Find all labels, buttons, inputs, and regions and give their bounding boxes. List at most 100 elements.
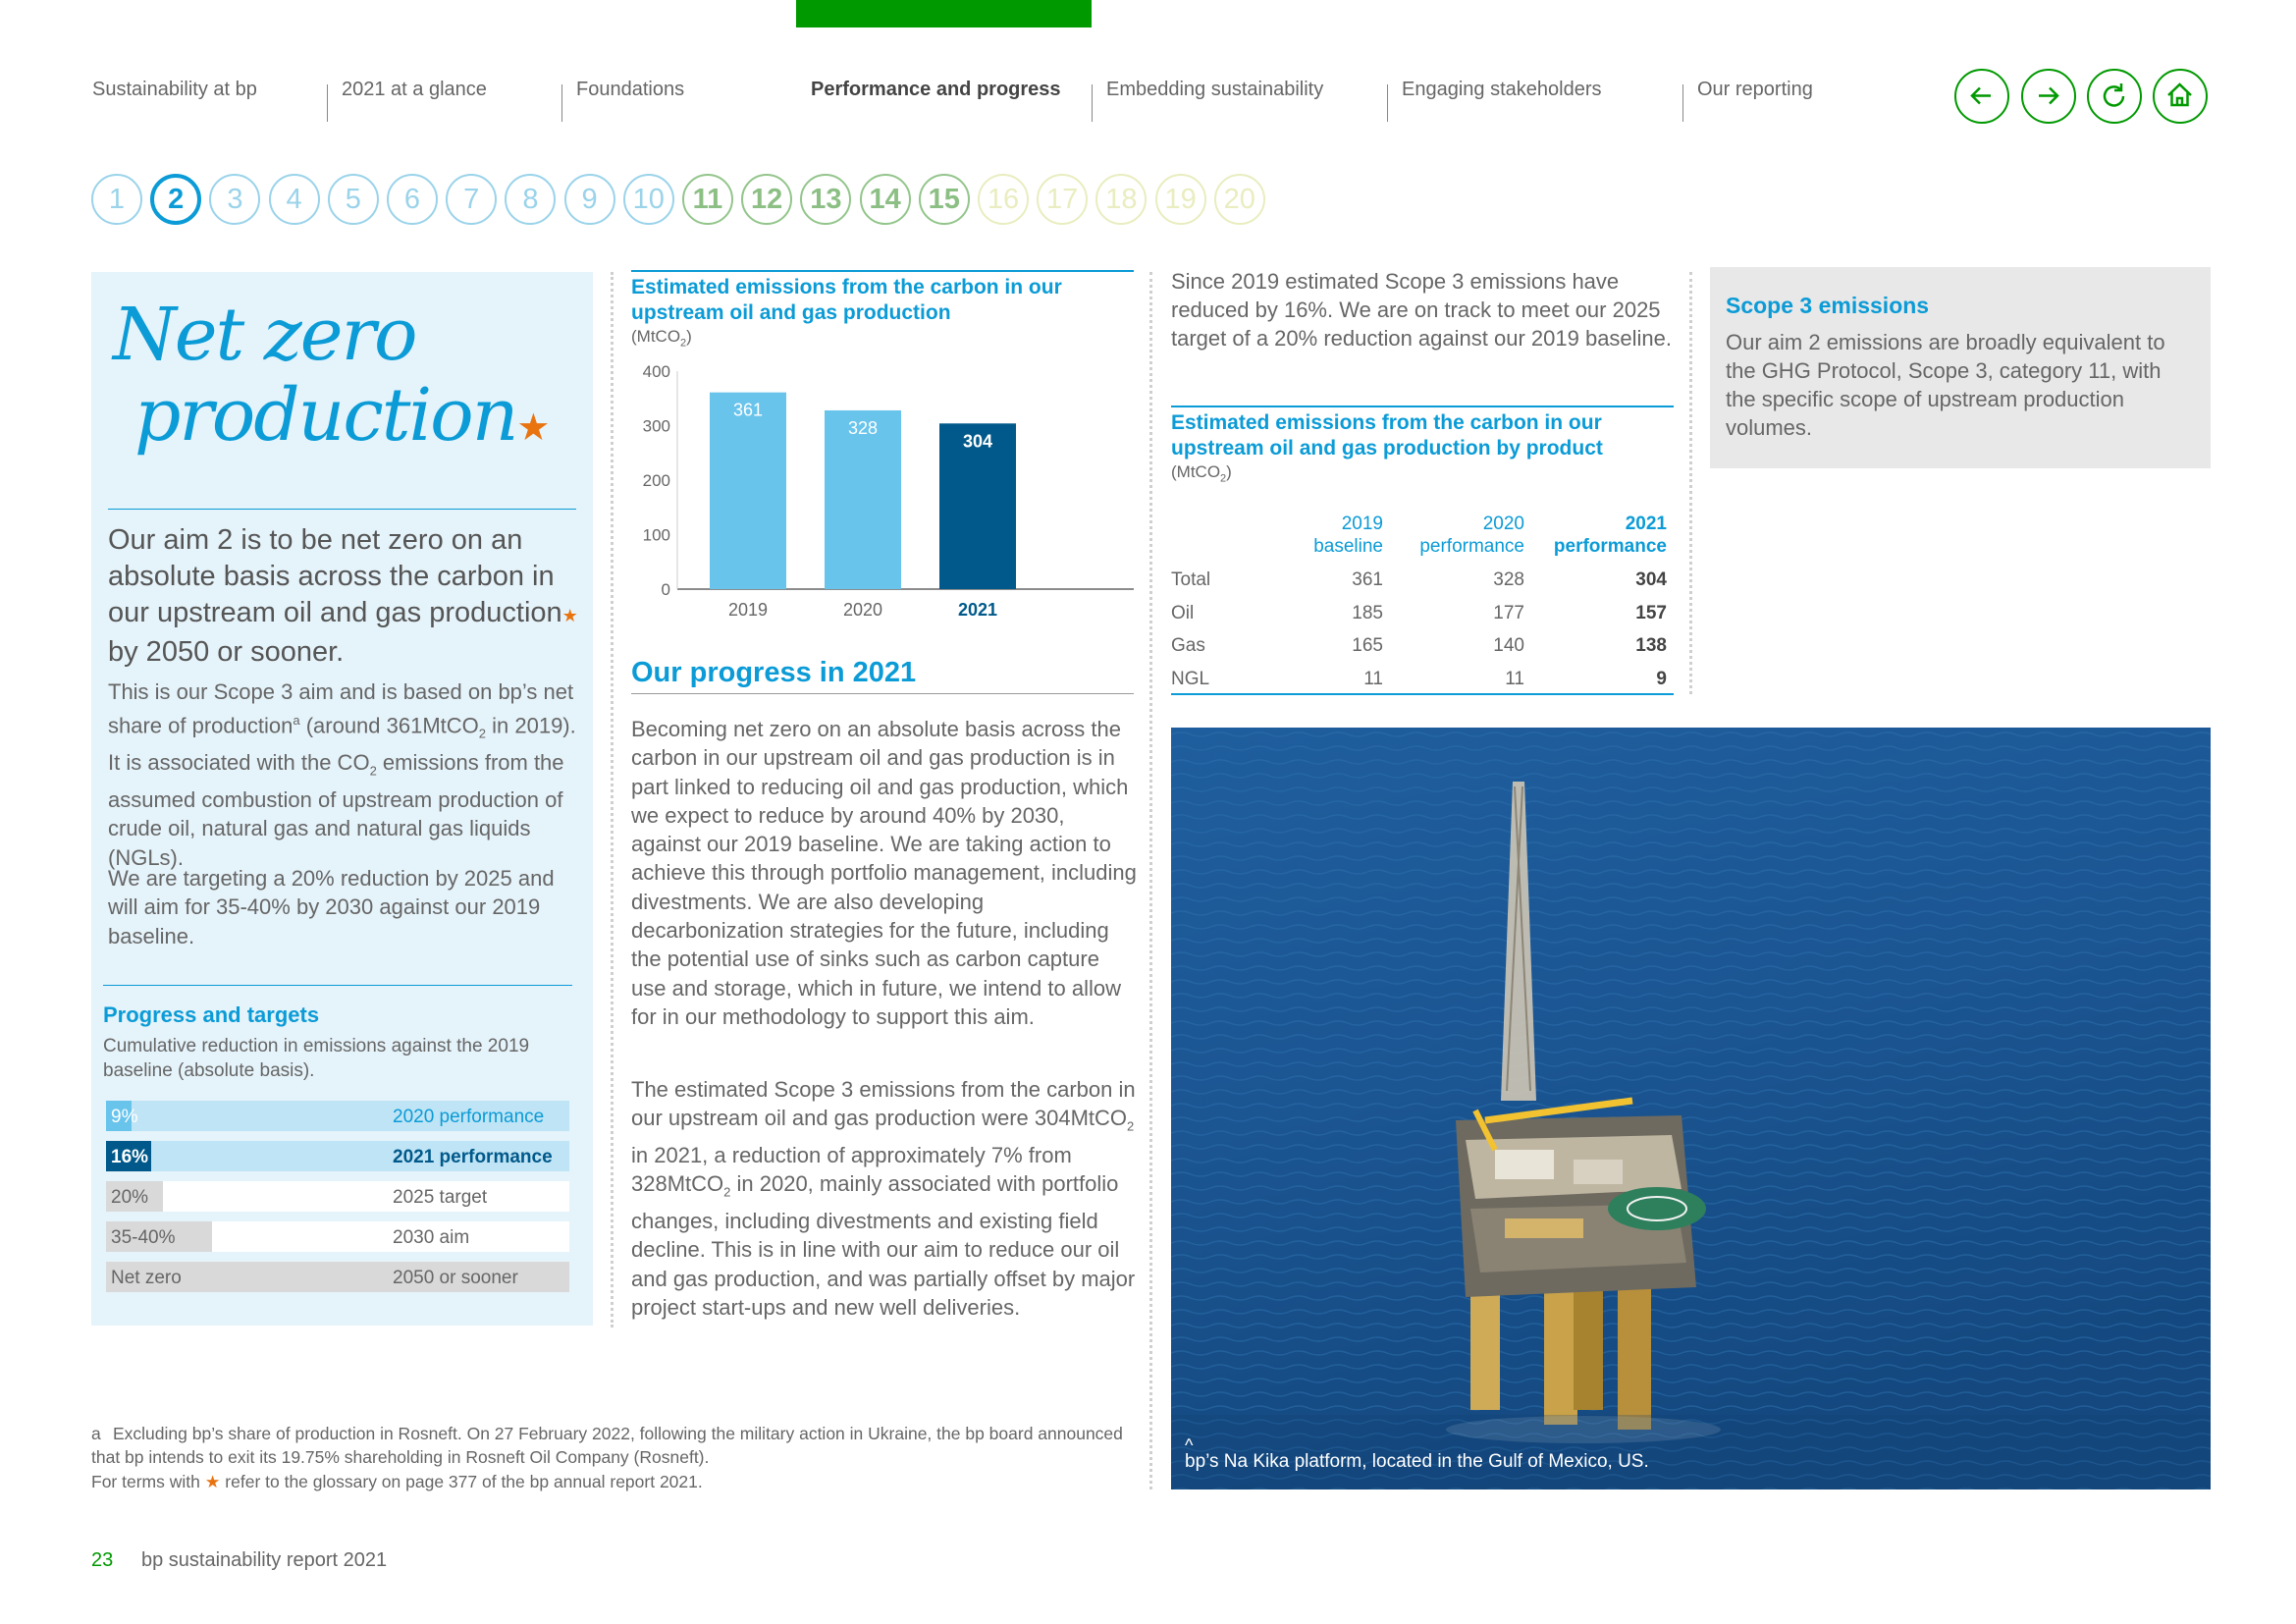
glossary-star-icon: ★: [561, 606, 578, 625]
table-column-header: 2021 performance: [1553, 514, 1667, 557]
top-accent-bar: [796, 0, 1092, 27]
table-cell: 165: [1352, 635, 1383, 656]
box-text: Our aim 2 emissions are broadly equivale…: [1726, 330, 2165, 440]
progress-bar-track: 20%: [106, 1181, 389, 1212]
caption-caret-icon: ^: [1185, 1435, 1194, 1455]
return-button[interactable]: [2087, 69, 2142, 124]
goal-18-button[interactable]: 18: [1095, 174, 1148, 225]
table-cell: 11: [1505, 669, 1524, 689]
forward-button[interactable]: [2021, 69, 2076, 124]
nav-foundations[interactable]: Foundations: [576, 79, 685, 100]
y-tick-label: 0: [662, 580, 670, 599]
progress-paragraph-2: The estimated Scope 3 emissions from the…: [631, 1077, 1136, 1320]
bar-2019: [710, 392, 786, 589]
progress-heading: Our progress in 2021: [631, 657, 917, 688]
progress-bar-track: 9%: [106, 1101, 389, 1131]
y-tick-label: 100: [643, 526, 670, 545]
scope3-definition-box: Scope 3 emissions Our aim 2 emissions ar…: [1710, 267, 2211, 468]
goal-12-button[interactable]: 12: [741, 174, 793, 225]
table-cell: 157: [1635, 603, 1667, 623]
goal-15-button[interactable]: 15: [918, 174, 970, 225]
progress-row: Net zero 2050 or sooner: [106, 1262, 569, 1292]
goal-13-button[interactable]: 13: [800, 174, 852, 225]
progress-label: 2030 aim: [389, 1221, 569, 1252]
y-tick-label: 200: [643, 471, 670, 490]
goal-10-button[interactable]: 10: [622, 174, 674, 225]
nav-sustainability-at-bp[interactable]: Sustainability at bp: [92, 79, 257, 100]
goal-4-button[interactable]: 4: [268, 174, 320, 225]
scope3-basis-paragraph: This is our Scope 3 aim and is based on …: [108, 679, 576, 870]
progress-row: 16% 2021 performance: [106, 1141, 569, 1171]
aim-lead-main: Our aim 2 is to be net zero on an absolu…: [108, 524, 562, 628]
nav-our-reporting[interactable]: Our reporting: [1697, 79, 1813, 100]
nav-2021-at-a-glance[interactable]: 2021 at a glance: [342, 79, 487, 100]
progress-bar-track: Net zero: [106, 1262, 389, 1292]
progress-value: Net zero: [111, 1268, 182, 1288]
x-tick-label: 2020: [843, 600, 882, 620]
table-column-header: 2019 baseline: [1313, 514, 1383, 557]
nav-performance-and-progress[interactable]: Performance and progress: [811, 79, 1061, 100]
progress-row: 20% 2025 target: [106, 1181, 569, 1212]
table-row-label: NGL: [1171, 669, 1210, 689]
progress-value: 20%: [111, 1187, 149, 1208]
column-separator: [611, 272, 614, 1327]
goal-17-button[interactable]: 17: [1037, 174, 1089, 225]
emissions-bar-chart: 400 300 200 100 0 361 2019 328 2020 304 2021: [643, 362, 1134, 620]
goal-5-button[interactable]: 5: [327, 174, 379, 225]
targets-paragraph: We are targeting a 20% reduction by 2025…: [108, 866, 555, 948]
progress-label: 2025 target: [389, 1181, 569, 1212]
arrow-right-icon: [2039, 86, 2059, 105]
title-line-1: Net zero: [113, 293, 418, 377]
bar-2020: [825, 409, 901, 589]
progress-label: 2050 or sooner: [389, 1262, 569, 1292]
nav-separator: [561, 84, 562, 122]
progress-label: 2021 performance: [389, 1141, 569, 1171]
table-column-header: 2020 performance: [1419, 514, 1524, 557]
nav-embedding-sustainability[interactable]: Embedding sustainability: [1106, 79, 1324, 100]
footnote-a: a Excluding bp’s share of production in R…: [91, 1422, 1137, 1469]
progress-bar-track: 35-40%: [106, 1221, 389, 1252]
nav-engaging-stakeholders[interactable]: Engaging stakeholders: [1402, 79, 1602, 100]
nav-separator: [1092, 84, 1093, 122]
box-title: Scope 3 emissions: [1726, 293, 1930, 318]
bar-value-label: 328: [848, 418, 878, 438]
table-cell: 11: [1363, 669, 1383, 689]
table-cell: 304: [1635, 569, 1667, 590]
page-title: Net zero production★: [113, 293, 550, 467]
table-bottom-rule: [1171, 693, 1674, 695]
title-line-2: production: [134, 373, 518, 458]
divider: [108, 509, 576, 510]
goal-6-button[interactable]: 6: [387, 174, 438, 225]
back-button[interactable]: [1954, 69, 2009, 124]
goal-16-button[interactable]: 16: [978, 174, 1029, 225]
goal-19-button[interactable]: 19: [1154, 174, 1206, 225]
progress-bar-fill: [106, 1221, 212, 1252]
goal-11-button[interactable]: 11: [682, 174, 733, 225]
home-button[interactable]: [2153, 69, 2208, 124]
goal-2-button[interactable]: 2: [150, 174, 202, 225]
goal-3-button[interactable]: 3: [209, 174, 261, 225]
table-row-label: Gas: [1171, 635, 1205, 656]
page-number: 23: [91, 1549, 114, 1571]
table-cell: 361: [1352, 569, 1383, 590]
table-cell: 9: [1656, 669, 1667, 689]
goal-1-button[interactable]: 1: [91, 174, 142, 225]
chart-unit: (MtCO2): [631, 327, 692, 350]
table-unit: (MtCO2): [1171, 462, 1232, 485]
goal-20-button[interactable]: 20: [1213, 174, 1265, 225]
photo-caption: bp’s Na Kika platform, located in the Gu…: [1185, 1451, 1649, 1472]
goal-9-button[interactable]: 9: [563, 174, 615, 225]
goal-7-button[interactable]: 7: [446, 174, 498, 225]
chart-title: Estimated emissions from the carbon in o…: [631, 276, 1062, 324]
progress-bar-fill: [106, 1141, 152, 1171]
refresh-icon: [2103, 83, 2125, 107]
progress-paragraph-1: Becoming net zero on an absolute basis a…: [631, 717, 1137, 1029]
y-tick-label: 400: [643, 362, 670, 381]
progress-value: 35-40%: [111, 1227, 176, 1248]
goal-8-button[interactable]: 8: [505, 174, 557, 225]
goal-14-button[interactable]: 14: [859, 174, 911, 225]
progress-label: 2020 performance: [389, 1101, 569, 1131]
table-cell: 185: [1352, 603, 1383, 623]
glossary-note: For terms with ★ refer to the glossary o…: [91, 1472, 703, 1491]
nav-separator: [327, 84, 328, 122]
